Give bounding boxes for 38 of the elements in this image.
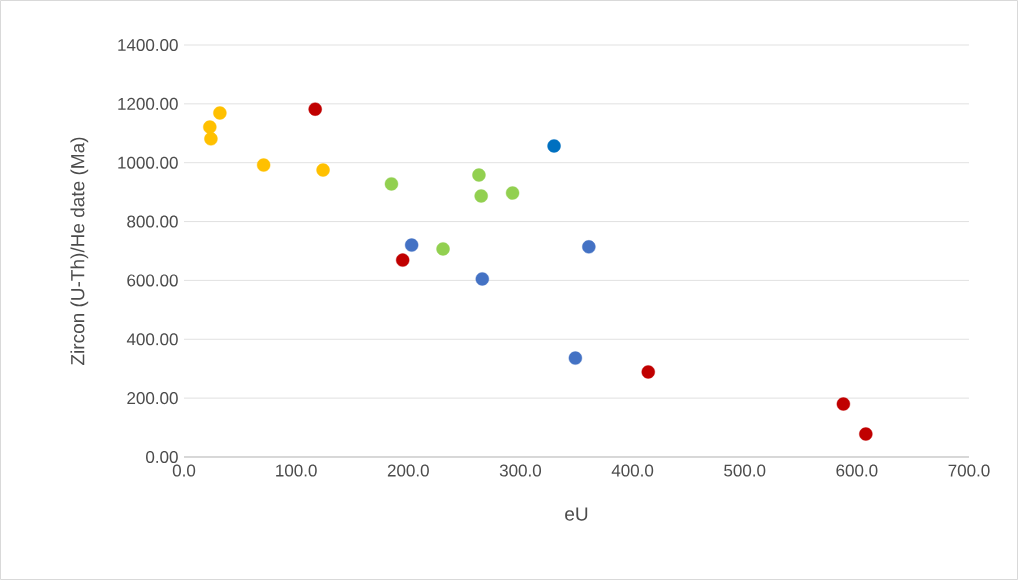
point — [475, 272, 489, 286]
point — [316, 163, 330, 177]
point — [474, 189, 488, 203]
point — [472, 168, 486, 182]
point — [582, 240, 596, 254]
point — [204, 132, 218, 146]
x-tick-label: 600.0 — [836, 464, 878, 477]
y-tick-label: 800.00 — [127, 215, 178, 228]
y-tick-label: 0.00 — [146, 450, 178, 464]
point — [641, 365, 655, 379]
x-axis-title: eU — [565, 507, 588, 521]
y-tick-label: 1400.00 — [118, 38, 178, 52]
point — [568, 351, 583, 365]
point — [836, 397, 851, 411]
y-tick-label: 600.00 — [127, 274, 178, 287]
point — [256, 158, 271, 172]
x-tick-label: 200.0 — [387, 464, 429, 477]
x-tick-label: 700.0 — [948, 464, 990, 477]
x-tick-label: 400.0 — [611, 464, 654, 477]
point — [203, 120, 217, 134]
y-tick-label: 400.00 — [126, 333, 178, 346]
point — [404, 238, 419, 252]
point — [395, 253, 410, 267]
y-tick-label: 1000.00 — [118, 156, 178, 169]
y-tick-label: 1200.00 — [118, 97, 178, 110]
x-tick-label: 0.0 — [172, 464, 196, 477]
point — [859, 427, 873, 441]
point — [384, 177, 399, 191]
point — [213, 106, 227, 120]
y-tick-label: 200.00 — [127, 392, 178, 405]
point — [436, 242, 450, 256]
x-tick-label: 100.0 — [276, 464, 317, 477]
x-tick-label: 500.0 — [724, 464, 766, 477]
point — [547, 139, 561, 153]
point — [505, 186, 520, 200]
x-tick-label: 300.0 — [499, 464, 542, 477]
point — [308, 102, 322, 116]
y-axis-title: Zircon (U-Th)/He date (Ma) — [70, 137, 89, 365]
